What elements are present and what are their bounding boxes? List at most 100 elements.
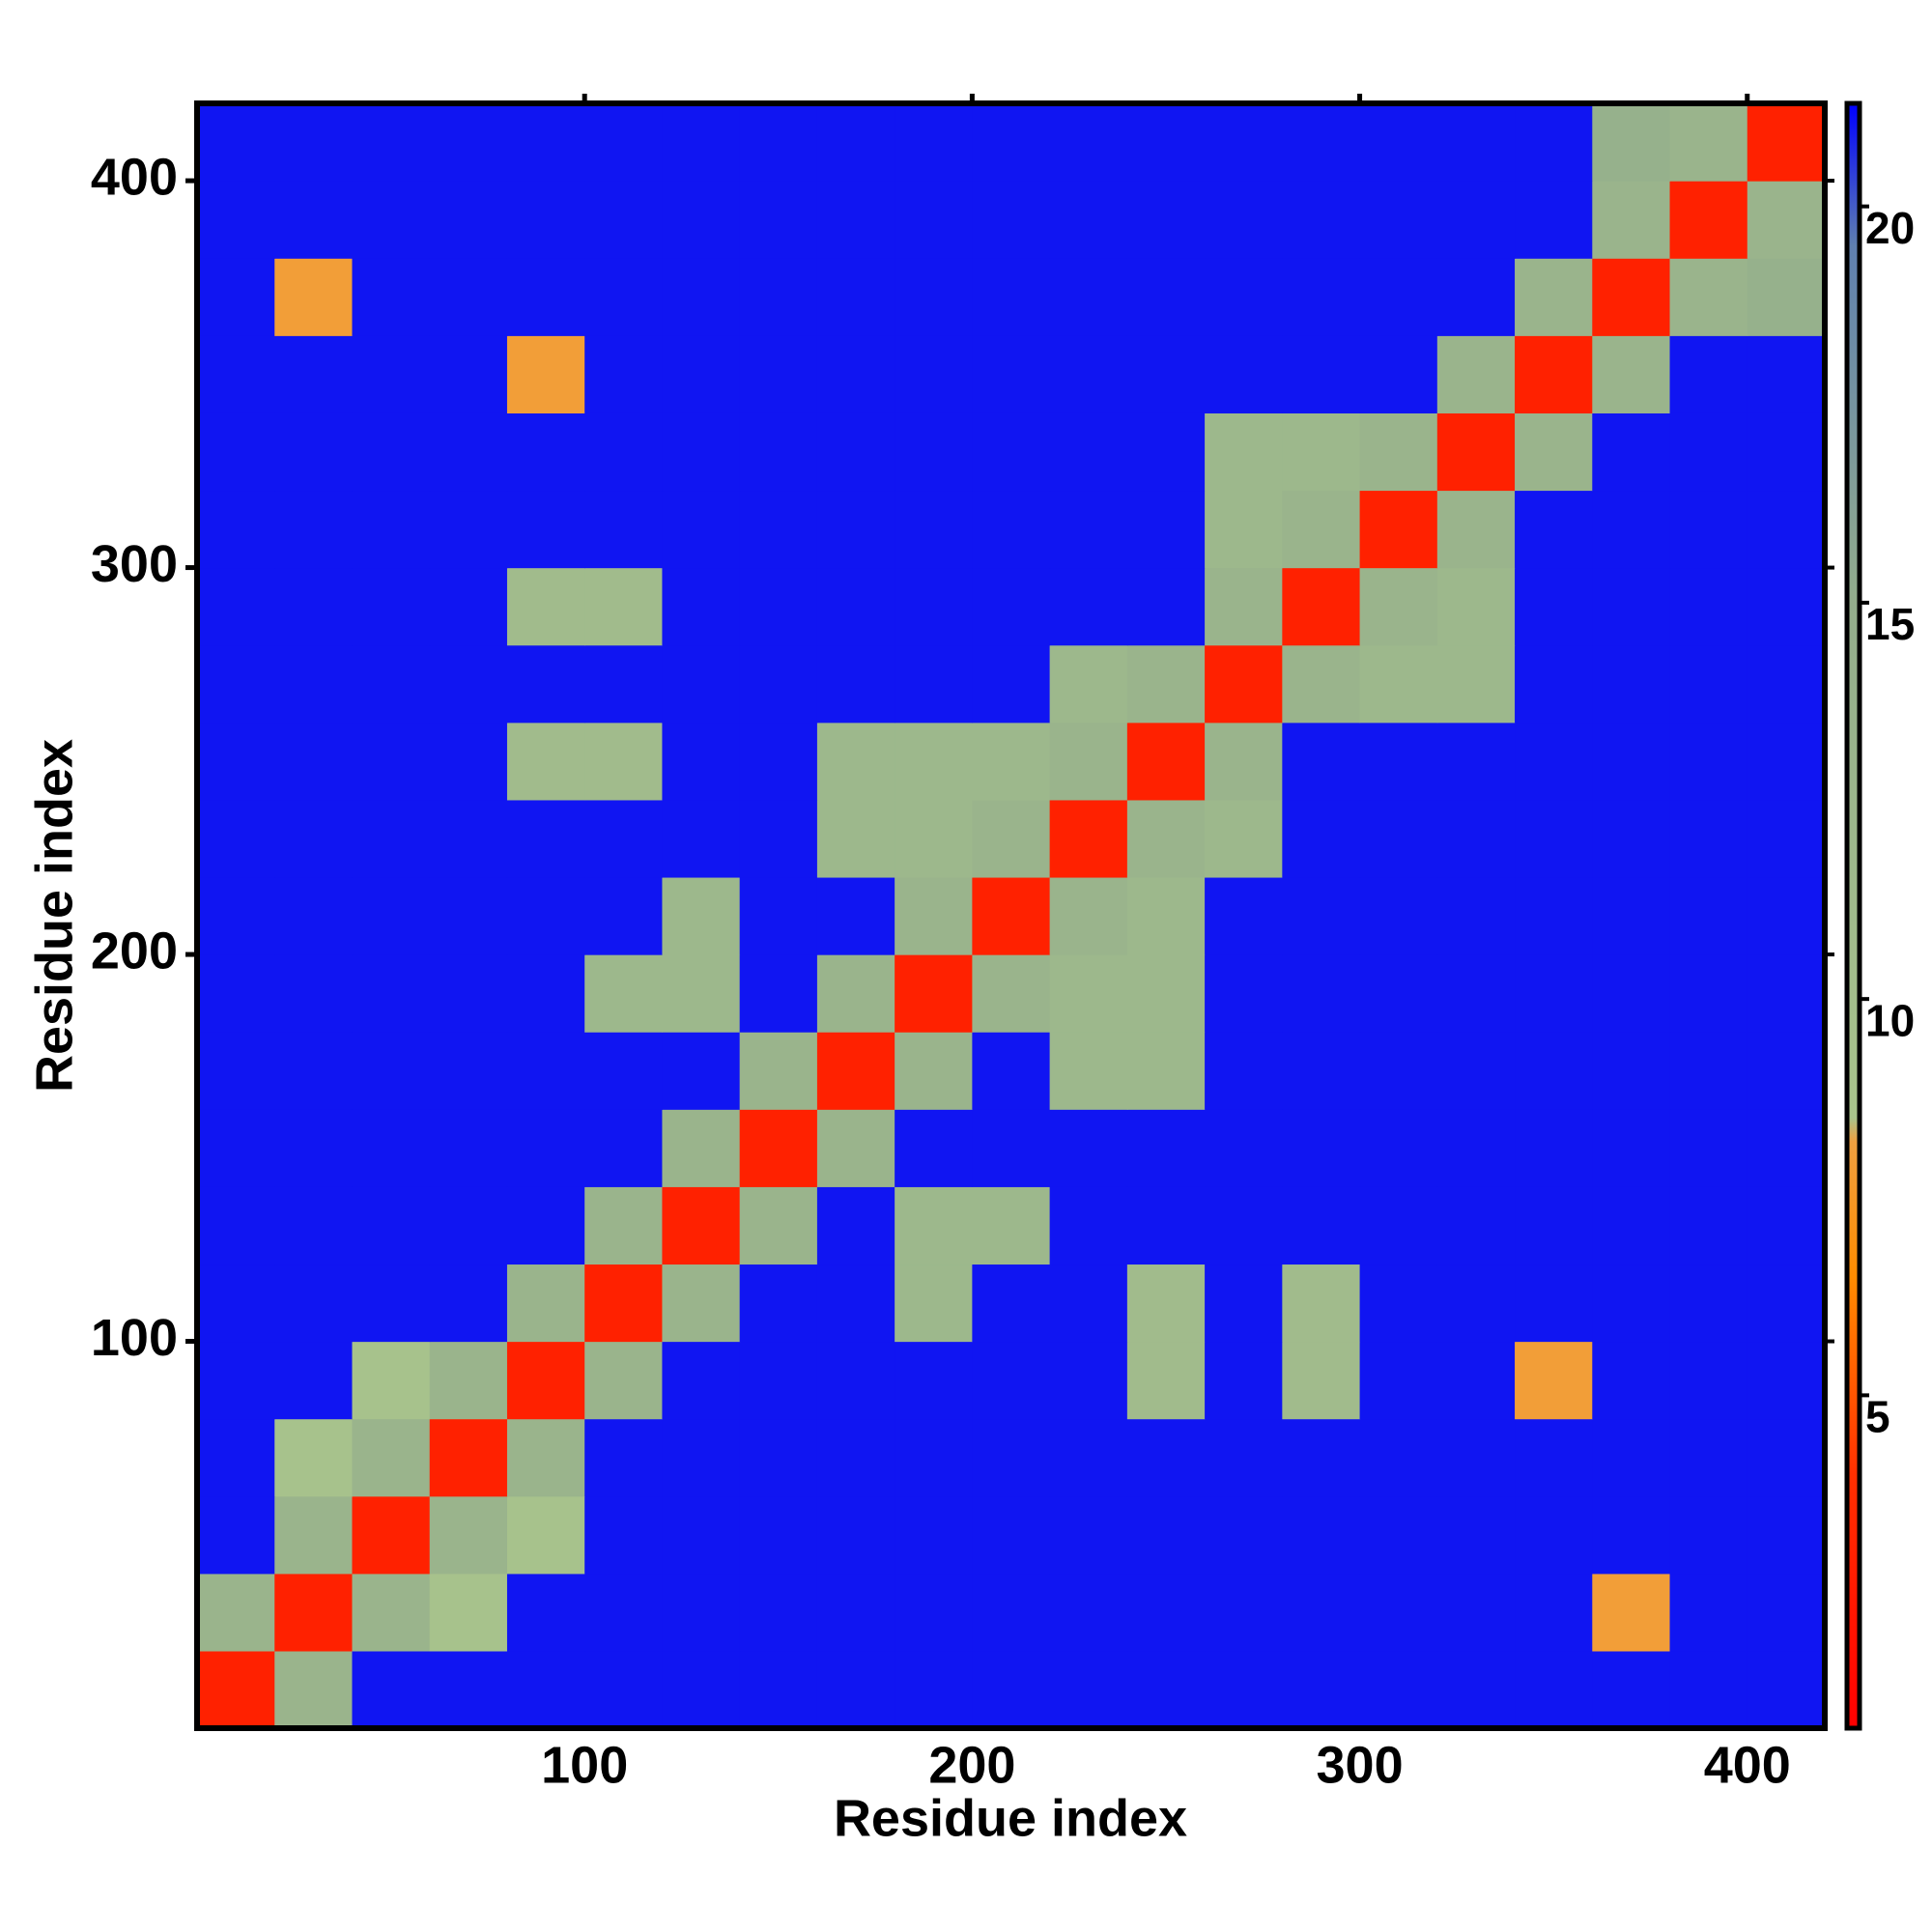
heatmap-cell <box>506 490 585 569</box>
heatmap-cell <box>1205 1341 1283 1420</box>
heatmap-cell <box>895 181 973 259</box>
heatmap-cell <box>429 954 508 1033</box>
heatmap-cell <box>895 1495 973 1575</box>
heatmap-cell <box>1669 1341 1748 1420</box>
heatmap-cell <box>1126 412 1206 492</box>
heatmap-cell <box>1515 1109 1593 1187</box>
heatmap-cell <box>1592 258 1671 336</box>
heatmap-cell <box>1205 1573 1283 1652</box>
heatmap-cell <box>429 876 508 955</box>
heatmap-cell <box>1592 412 1671 492</box>
heatmap-cell <box>1436 954 1516 1033</box>
heatmap-cell <box>895 1109 973 1187</box>
heatmap-cell <box>816 1495 895 1575</box>
heatmap-cell <box>816 1186 895 1265</box>
heatmap-cell <box>1205 258 1283 336</box>
heatmap-cell <box>1049 103 1128 182</box>
heatmap-cell <box>1205 1109 1283 1187</box>
heatmap-cell <box>1747 258 1826 336</box>
heatmap-cell <box>816 103 895 182</box>
heatmap-cell <box>1205 567 1283 646</box>
heatmap-cell <box>816 644 895 724</box>
heatmap-cell <box>274 799 354 878</box>
heatmap-cell <box>584 644 664 724</box>
heatmap-cell <box>816 490 895 569</box>
heatmap-cell <box>1205 876 1283 955</box>
heatmap-cell <box>1359 490 1438 569</box>
heatmap-cell <box>895 490 973 569</box>
heatmap-cell <box>1669 567 1748 646</box>
heatmap-cell <box>972 181 1051 259</box>
heatmap-cell <box>739 1032 818 1110</box>
heatmap-cell <box>1126 1573 1206 1652</box>
heatmap-cell <box>895 954 973 1033</box>
x-tick-label: 400 <box>1704 1736 1791 1794</box>
heatmap-cell <box>972 954 1051 1033</box>
heatmap-cell <box>1669 1109 1748 1187</box>
heatmap-cell <box>274 412 354 492</box>
heatmap-cell <box>1359 1264 1438 1343</box>
heatmap-cell <box>197 490 275 569</box>
heatmap-cell <box>1049 1341 1128 1420</box>
heatmap-cell <box>739 1186 818 1265</box>
heatmap-cell <box>972 876 1051 955</box>
heatmap-cell <box>1436 103 1516 182</box>
heatmap-cell <box>816 412 895 492</box>
heatmap-cell <box>352 1032 431 1110</box>
heatmap-cell <box>1747 1495 1826 1575</box>
heatmap-cell <box>429 335 508 413</box>
heatmap-cell <box>1747 1186 1826 1265</box>
heatmap-cell <box>506 1109 585 1187</box>
heatmap-cell <box>429 1341 508 1420</box>
heatmap-cell <box>1359 954 1438 1033</box>
heatmap-cell <box>429 722 508 801</box>
heatmap-cell <box>1592 644 1671 724</box>
heatmap-cell <box>816 954 895 1033</box>
heatmap-cell <box>895 1032 973 1110</box>
heatmap-cell <box>429 1109 508 1187</box>
heatmap-cell <box>274 258 354 336</box>
heatmap-cell <box>1359 1650 1438 1729</box>
heatmap-cell <box>1282 1109 1361 1187</box>
colorbar-tick-label: 10 <box>1865 995 1915 1045</box>
heatmap-cell <box>1747 1341 1826 1420</box>
heatmap-cell <box>584 335 664 413</box>
heatmap-cell <box>197 722 275 801</box>
heatmap-cell <box>1592 335 1671 413</box>
heatmap-cell <box>1592 1109 1671 1187</box>
heatmap-cell <box>739 335 818 413</box>
heatmap-cell <box>352 799 431 878</box>
heatmap-cell <box>197 1495 275 1575</box>
heatmap-cell <box>662 1650 741 1729</box>
heatmap-cell <box>352 335 431 413</box>
heatmap-cell <box>584 567 664 646</box>
heatmap-cell <box>1282 335 1361 413</box>
heatmap-cell <box>816 335 895 413</box>
heatmap-cell <box>972 335 1051 413</box>
heatmap-cell <box>662 335 741 413</box>
heatmap-cell <box>1126 1418 1206 1497</box>
heatmap-cell <box>1359 1186 1438 1265</box>
heatmap-cell <box>197 1650 275 1729</box>
heatmap-cell <box>662 876 741 955</box>
heatmap-cell <box>1592 1032 1671 1110</box>
heatmap-cell <box>1126 722 1206 801</box>
heatmap-cell <box>895 799 973 878</box>
heatmap-cell <box>352 103 431 182</box>
heatmap-cell <box>739 799 818 878</box>
heatmap-cell <box>352 412 431 492</box>
heatmap-cell <box>197 1186 275 1265</box>
heatmap-cell <box>506 644 585 724</box>
heatmap-cell <box>506 799 585 878</box>
heatmap-cell <box>197 335 275 413</box>
heatmap-cell <box>816 1650 895 1729</box>
y-tick-label: 300 <box>91 535 178 593</box>
heatmap-cell <box>1436 412 1516 492</box>
heatmap-cell <box>662 1418 741 1497</box>
heatmap-cell <box>274 1418 354 1497</box>
heatmap-cell <box>1436 1650 1516 1729</box>
heatmap-cell <box>1282 1341 1361 1420</box>
heatmap-cell <box>972 567 1051 646</box>
heatmap-cell <box>1669 954 1748 1033</box>
heatmap-cell <box>1592 799 1671 878</box>
